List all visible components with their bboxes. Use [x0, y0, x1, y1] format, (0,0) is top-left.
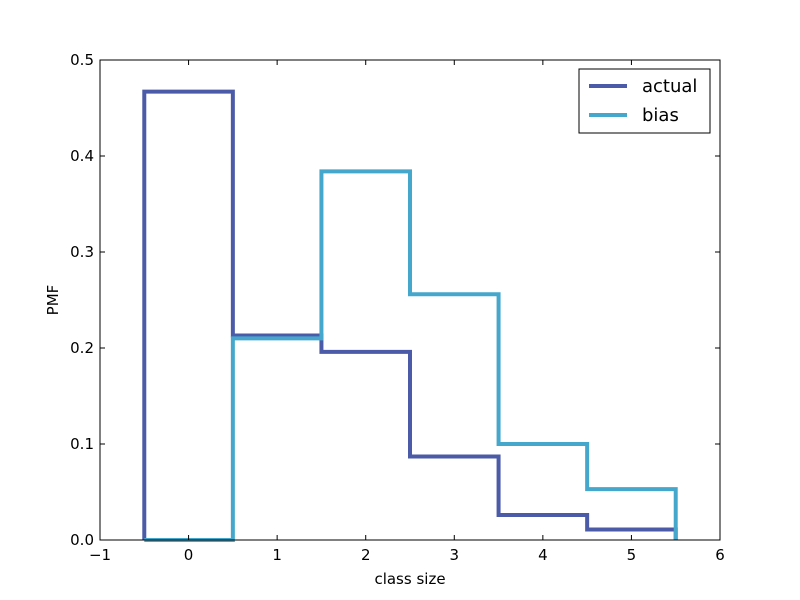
tick-layer: −1 0 1 2 3 4 5 6 0.0 0.1 0.2 0.3 0.4 0.5	[70, 51, 725, 564]
series-actual-line	[142, 89, 678, 540]
axes-frame	[99, 59, 721, 541]
y-tick-label: 0.1	[70, 435, 94, 453]
y-axis-label: PMF	[44, 285, 62, 316]
x-tick-label: 0	[184, 546, 194, 564]
legend-label-actual: actual	[642, 76, 697, 97]
x-axis-label: class size	[374, 570, 445, 588]
x-tick-label: −1	[89, 546, 111, 564]
y-tick-label: 0.4	[70, 147, 94, 165]
y-tick-label: 0.2	[70, 339, 94, 357]
y-tick-label: 0.5	[70, 51, 94, 69]
x-tick-label: 6	[715, 546, 725, 564]
x-tick-label: 2	[361, 546, 371, 564]
legend-box	[578, 68, 711, 134]
series-layer	[142, 89, 678, 542]
y-tick-label: 0.0	[70, 531, 94, 549]
series-bias-line	[144, 169, 678, 542]
legend: actual bias	[578, 68, 711, 134]
x-tick-label: 3	[450, 546, 460, 564]
x-tick-label: 1	[272, 546, 282, 564]
x-tick-label: 5	[627, 546, 637, 564]
x-tick-label: 4	[538, 546, 548, 564]
y-tick-label: 0.3	[70, 243, 94, 261]
legend-label-bias: bias	[642, 105, 679, 126]
